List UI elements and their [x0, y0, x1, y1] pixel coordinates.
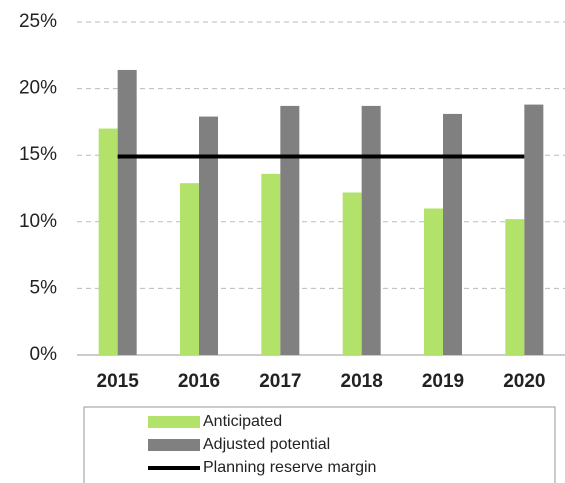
legend-swatch	[148, 439, 200, 451]
x-tick-label: 2018	[341, 371, 383, 392]
y-tick-label: 0%	[30, 344, 58, 365]
bar	[424, 208, 443, 355]
y-tick-label: 5%	[30, 277, 58, 298]
legend-label: Planning reserve margin	[203, 459, 376, 476]
y-tick-label: 25%	[19, 11, 57, 32]
legend-label: Anticipated	[203, 413, 282, 430]
bar	[505, 219, 525, 355]
bar	[98, 128, 118, 355]
y-tick-label: 15%	[19, 144, 57, 165]
x-tick-label: 2017	[259, 371, 301, 392]
x-tick-label: 2016	[178, 371, 220, 392]
bar	[199, 116, 218, 356]
bar	[180, 183, 199, 355]
bar	[443, 113, 462, 356]
bar	[361, 105, 381, 355]
x-tick-label: 2019	[422, 371, 464, 392]
bar	[524, 104, 544, 355]
x-tick-label: 2020	[503, 371, 545, 392]
bar	[117, 69, 137, 356]
bar	[342, 192, 362, 355]
y-tick-label: 20%	[19, 78, 57, 99]
bar	[261, 173, 281, 355]
y-tick-label: 10%	[19, 211, 57, 232]
legend-swatch	[148, 416, 200, 428]
x-tick-label: 2015	[97, 371, 140, 392]
legend-label: Adjusted potential	[203, 436, 330, 453]
bar	[280, 105, 300, 355]
